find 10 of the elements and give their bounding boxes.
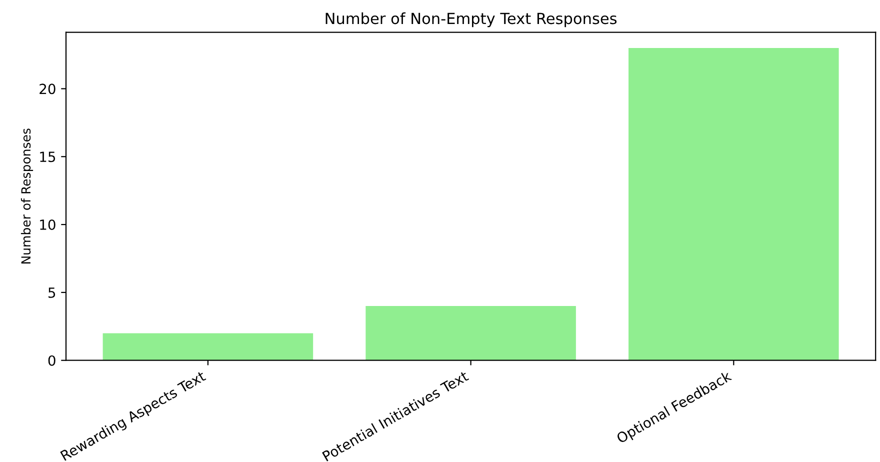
y-axis-title: Number of Responses: [20, 128, 34, 264]
y-tick-label: 15: [40, 152, 56, 162]
y-tick-label: 0: [48, 355, 56, 366]
bar: [102, 333, 314, 360]
bar: [366, 306, 576, 360]
chart-title: Number of Non-Empty Text Responses: [326, 12, 617, 28]
y-tick-label: 10: [40, 220, 56, 230]
y-tick-label: 5: [48, 288, 56, 298]
y-tick-label: 20: [40, 84, 56, 94]
bar: [628, 48, 839, 360]
